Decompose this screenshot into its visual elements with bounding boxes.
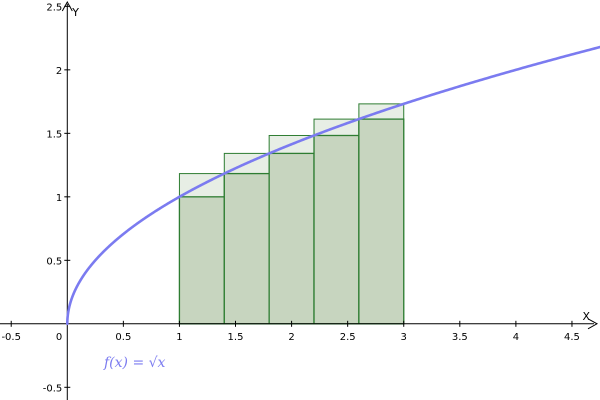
tick-labels: -0.5 0.5 1 1.5 2 2.5 3 3.5 4 4.5 -0.5 0.5 1 1.5 2 2.5 0 X… xyxy=(1,2,590,394)
function-curve-layer xyxy=(65,45,600,326)
riemann-rectangles xyxy=(178,103,405,325)
lower-sum-rect-3[interactable] xyxy=(268,152,315,325)
y-tick-label: 1 xyxy=(56,193,62,204)
y-tick-label: -0.5 xyxy=(43,383,63,394)
lower-sum-rect-1[interactable] xyxy=(178,196,225,325)
lower-sum-rect-4[interactable] xyxy=(313,134,360,325)
x-axis-arrow xyxy=(587,318,599,330)
y-tick-label: 1.5 xyxy=(46,129,62,140)
y-tick-label: 2.5 xyxy=(46,2,62,13)
lower-sum-rect-5[interactable] xyxy=(358,118,405,325)
y-tick-label: 2 xyxy=(56,66,62,77)
origin-label: 0 xyxy=(56,332,62,343)
x-tick-label: 4 xyxy=(513,332,519,343)
x-tick-label: 2 xyxy=(288,332,294,343)
x-tick-label: 0.5 xyxy=(115,332,131,343)
x-tick-label: 3 xyxy=(401,332,407,343)
x-tick-label: 1 xyxy=(176,332,182,343)
x-tick-label: 3.5 xyxy=(452,332,468,343)
y-tick-label: 0.5 xyxy=(46,256,62,267)
x-axis-label: X xyxy=(582,310,590,323)
x-tick-label: 4.5 xyxy=(564,332,580,343)
y-axis-label: Y xyxy=(71,6,79,19)
lower-sum-rect-2[interactable] xyxy=(223,172,270,325)
function-label[interactable]: f(x) = √x xyxy=(103,355,166,371)
x-tick-label: -0.5 xyxy=(1,332,21,343)
function-curve[interactable] xyxy=(65,45,600,326)
x-tick-label: 1.5 xyxy=(228,332,244,343)
y-axis-arrow xyxy=(61,0,73,12)
x-tick-label: 2.5 xyxy=(340,332,356,343)
